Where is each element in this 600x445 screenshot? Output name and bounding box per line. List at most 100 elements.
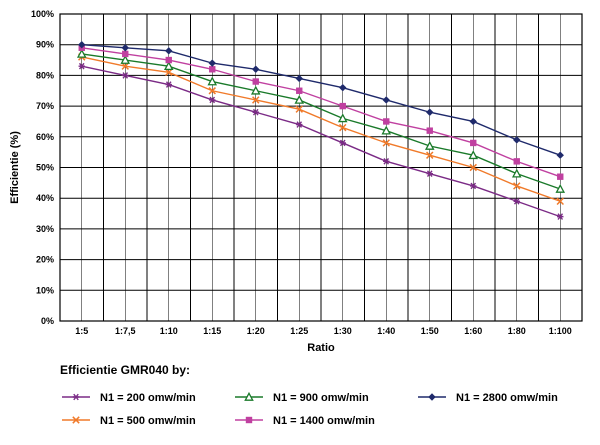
y-tick-label: 90% <box>36 40 54 50</box>
data-point <box>209 66 216 73</box>
data-point <box>383 158 390 165</box>
data-point <box>382 139 390 147</box>
data-point <box>78 62 85 70</box>
data-point <box>556 197 564 206</box>
legend-marker <box>245 416 253 424</box>
y-tick-labels: 0% 10% 20% 30% 40% 50% 60% 70% 80% 90% 100% <box>31 9 54 326</box>
data-point <box>296 87 303 94</box>
y-tick-label: 60% <box>36 132 54 142</box>
data-point <box>513 158 520 165</box>
y-tick-label: 80% <box>36 70 54 80</box>
legend-item: N1 = 2800 omw/min <box>418 392 558 404</box>
legend-marker <box>72 416 80 424</box>
data-point <box>252 108 259 116</box>
data-point <box>207 76 218 86</box>
legend-label: N1 = 500 omw/min <box>100 415 196 427</box>
legend-item: N1 = 200 omw/min <box>62 392 196 404</box>
data-point <box>426 108 434 116</box>
data-point <box>424 140 435 150</box>
y-tick-label: 20% <box>36 255 54 265</box>
data-point <box>469 117 477 126</box>
grid <box>59 13 583 322</box>
series-line <box>81 53 561 190</box>
y-axis-title: Efficientie (%) <box>9 131 21 204</box>
y-tick-label: 10% <box>36 285 54 295</box>
data-point <box>470 182 477 190</box>
legend-marker <box>244 391 254 401</box>
data-point <box>121 62 129 70</box>
x-tick-label: 1:80 <box>508 326 526 336</box>
x-tick-label: 1:100 <box>549 326 572 336</box>
legend-label: N1 = 900 omw/min <box>273 392 369 404</box>
legend-item: N1 = 900 omw/min <box>235 391 369 404</box>
data-point <box>513 136 521 144</box>
x-tick-label: 1:10 <box>160 326 178 336</box>
data-point <box>513 182 521 190</box>
data-point <box>209 96 216 104</box>
data-point <box>556 151 564 159</box>
data-point <box>339 139 346 147</box>
data-point <box>295 105 303 113</box>
data-point <box>208 87 216 95</box>
x-tick-label: 1:30 <box>334 326 352 336</box>
data-point <box>511 168 522 178</box>
data-point <box>383 118 390 125</box>
y-tick-label: 0% <box>41 316 54 326</box>
data-point <box>250 85 261 95</box>
data-point <box>469 163 477 172</box>
data-point <box>295 74 303 83</box>
series <box>76 41 566 220</box>
data-point <box>208 59 216 67</box>
data-point <box>468 150 479 160</box>
data-point <box>557 213 564 220</box>
legend-title: Efficientie GMR040 by: <box>60 363 190 377</box>
legend-marker <box>428 393 436 401</box>
x-tick-label: 1:20 <box>247 326 265 336</box>
legend-label: N1 = 1400 omw/min <box>273 415 375 427</box>
data-point <box>165 47 173 55</box>
data-point <box>426 151 434 159</box>
data-point <box>76 48 87 58</box>
x-tick-labels: 1:5 1:7,5 1:10 1:15 1:20 1:25 1:30 1:40 1:50 1:60… <box>75 326 572 336</box>
data-point <box>252 96 260 104</box>
data-point <box>78 41 86 49</box>
data-point <box>296 121 303 128</box>
data-point <box>513 197 520 205</box>
x-axis-title: Ratio <box>307 342 335 354</box>
data-point <box>339 123 347 132</box>
data-point <box>165 56 172 64</box>
data-point <box>382 96 390 104</box>
y-tick-label: 50% <box>36 163 54 173</box>
data-point <box>294 94 305 104</box>
data-point <box>337 113 348 123</box>
data-point <box>121 44 129 52</box>
data-point <box>165 81 172 88</box>
x-tick-label: 1:60 <box>464 326 482 336</box>
legend-label: N1 = 200 omw/min <box>100 392 196 404</box>
series-triangle <box>76 48 566 193</box>
data-point <box>252 78 259 85</box>
series-line <box>81 65 561 218</box>
x-tick-label: 1:50 <box>421 326 439 336</box>
y-tick-label: 30% <box>36 224 54 234</box>
y-tick-label: 100% <box>31 9 54 19</box>
series-diamond <box>78 41 564 159</box>
series-line <box>81 56 561 202</box>
data-point <box>122 72 129 79</box>
data-point <box>252 65 260 73</box>
series-asterisk <box>78 62 564 220</box>
data-point <box>339 102 346 110</box>
legend: N1 = 200 omw/min N1 = 900 omw/min N1 = 280… <box>62 391 558 427</box>
legend-label: N1 = 2800 omw/min <box>456 392 558 404</box>
data-point <box>381 125 392 135</box>
data-point <box>555 183 566 193</box>
series-square <box>78 44 564 180</box>
x-tick-label: 1:25 <box>290 326 308 336</box>
x-tick-label: 1:5 <box>75 326 88 336</box>
data-point <box>163 61 174 71</box>
data-point <box>122 50 129 58</box>
y-tick-label: 40% <box>36 193 54 203</box>
data-point <box>339 83 347 92</box>
legend-item: N1 = 1400 omw/min <box>235 415 375 427</box>
